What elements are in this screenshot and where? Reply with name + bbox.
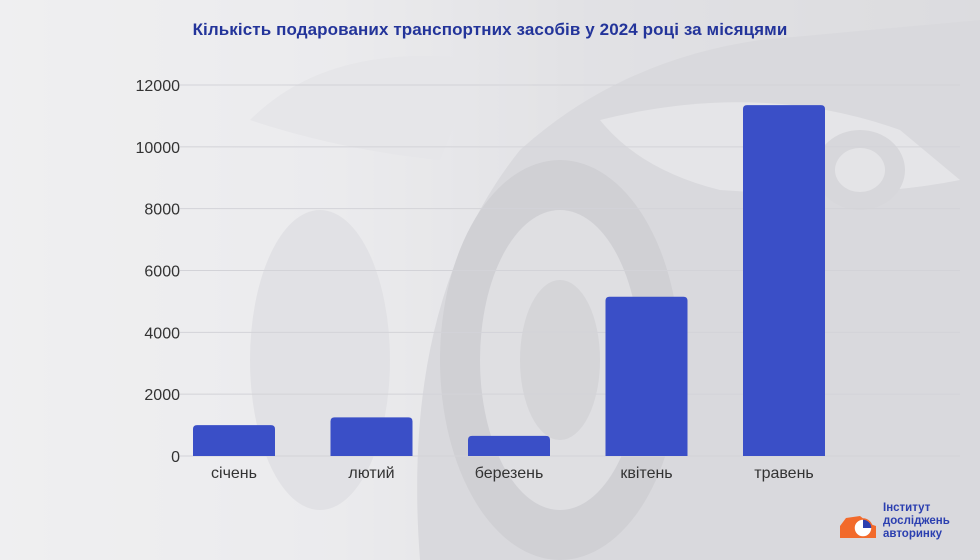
- institute-logo: Інститут досліджень авторинку: [838, 500, 978, 550]
- logo-text: Інститут досліджень авторинку: [883, 502, 978, 541]
- y-tick-label: 4000: [144, 325, 180, 342]
- x-tick-label: травень: [754, 465, 814, 482]
- car-pie-logo-icon: [840, 516, 876, 538]
- bar-4: [605, 296, 688, 456]
- y-tick-label: 10000: [136, 140, 181, 157]
- y-axis-ticks: 0 2000 4000 6000 8000 10000 12000: [136, 78, 181, 466]
- bar-2: [330, 417, 413, 456]
- x-axis-ticks: січень лютий березень квітень травень: [211, 465, 814, 482]
- bars: [193, 105, 825, 457]
- y-tick-label: 0: [171, 449, 180, 466]
- chart-title: Кількість подарованих транспортних засоб…: [192, 20, 788, 39]
- gridlines: [180, 84, 960, 457]
- logo-line-3: авторинку: [883, 528, 943, 540]
- bar-3: [468, 435, 550, 456]
- y-tick-label: 8000: [144, 202, 180, 219]
- bar-1: [193, 425, 275, 456]
- y-tick-label: 6000: [144, 264, 180, 281]
- y-tick-label: 2000: [144, 387, 180, 404]
- bar-5: [743, 105, 825, 457]
- x-tick-label: січень: [211, 465, 257, 482]
- logo-line-1: Інститут: [883, 502, 931, 514]
- y-tick-label: 12000: [136, 78, 181, 95]
- x-tick-label: лютий: [348, 465, 394, 482]
- logo-line-2: досліджень: [883, 515, 950, 527]
- x-tick-label: березень: [475, 465, 544, 482]
- x-tick-label: квітень: [620, 465, 672, 482]
